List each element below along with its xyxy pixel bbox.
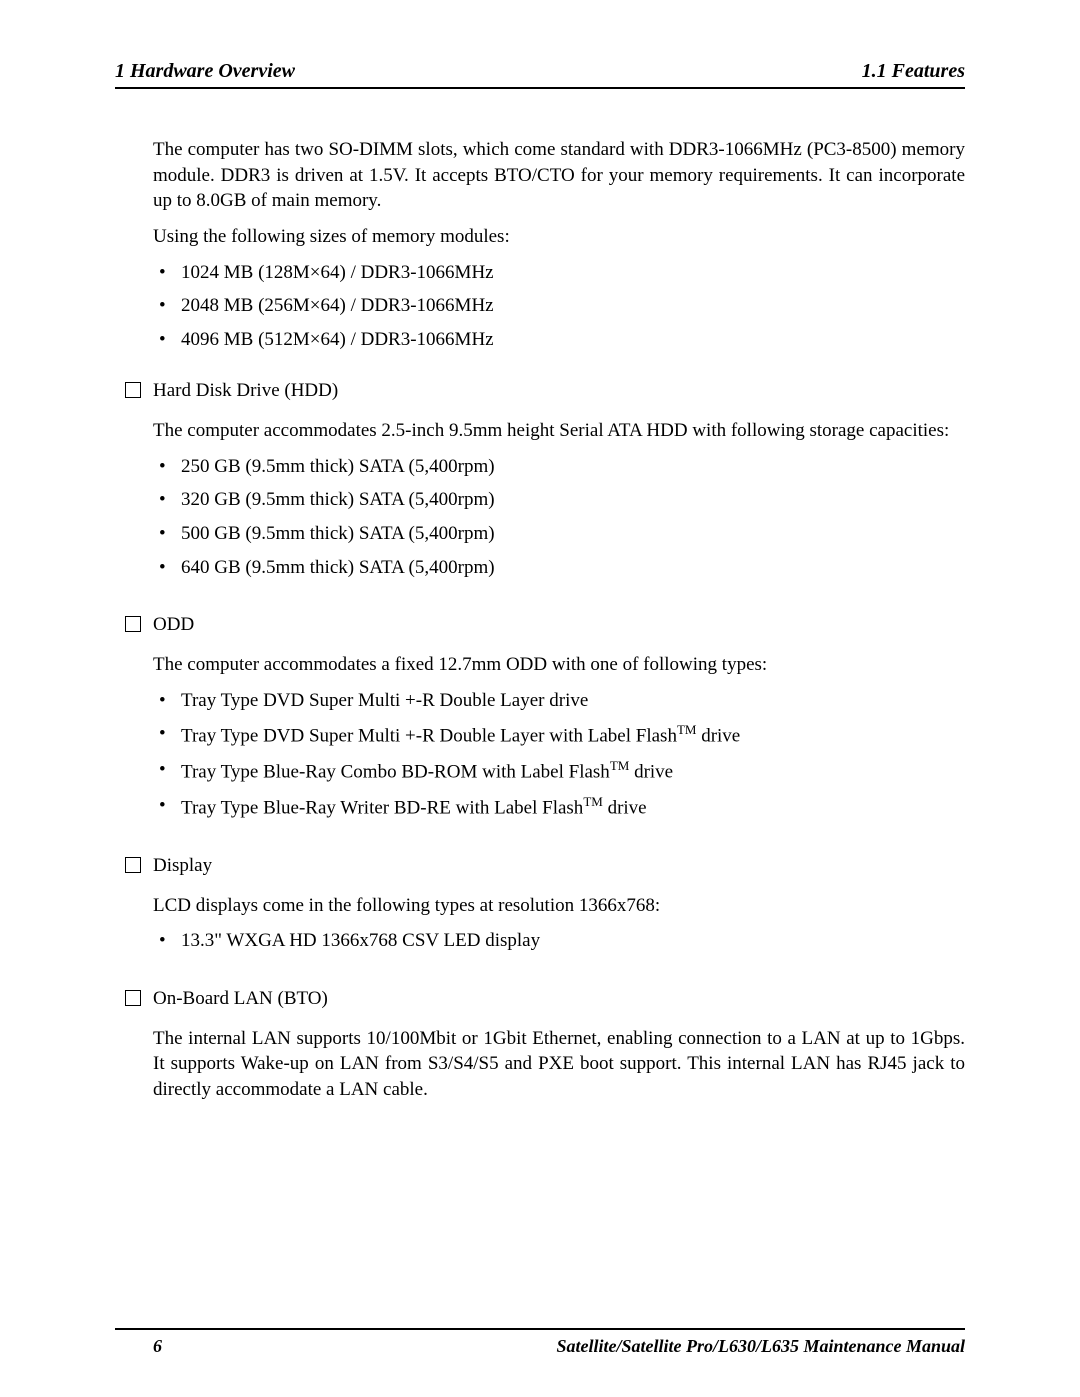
section-title: ODD <box>125 612 965 638</box>
list-item: Tray Type Blue-Ray Writer BD-RE with Lab… <box>153 793 965 821</box>
list-item: 640 GB (9.5mm thick) SATA (5,400rpm) <box>153 555 965 581</box>
section-bullet-list: 250 GB (9.5mm thick) SATA (5,400rpm) 320 … <box>153 454 965 581</box>
sections-container: Hard Disk Drive (HDD)The computer accomm… <box>153 378 965 1102</box>
list-item: 320 GB (9.5mm thick) SATA (5,400rpm) <box>153 487 965 513</box>
section-description: LCD displays come in the following types… <box>153 893 965 919</box>
list-item: Tray Type DVD Super Multi +-R Double Lay… <box>153 688 965 714</box>
section-title: Display <box>125 853 965 879</box>
page-footer: 6 Satellite/Satellite Pro/L630/L635 Main… <box>115 1328 965 1357</box>
header-left: 1 Hardware Overview <box>115 60 295 83</box>
list-item: Tray Type DVD Super Multi +-R Double Lay… <box>153 721 965 749</box>
section-title: Hard Disk Drive (HDD) <box>125 378 965 404</box>
list-item: Tray Type Blue-Ray Combo BD-ROM with Lab… <box>153 757 965 785</box>
intro-bullet-list: 1024 MB (128M×64) / DDR3-1066MHz 2048 MB … <box>153 260 965 353</box>
section-bullet-list: 13.3" WXGA HD 1366x768 CSV LED display <box>153 928 965 954</box>
section-description: The computer accommodates a fixed 12.7mm… <box>153 652 965 678</box>
section-bullet-list: Tray Type DVD Super Multi +-R Double Lay… <box>153 688 965 822</box>
list-item: 13.3" WXGA HD 1366x768 CSV LED display <box>153 928 965 954</box>
list-item: 500 GB (9.5mm thick) SATA (5,400rpm) <box>153 521 965 547</box>
page-content: The computer has two SO-DIMM slots, whic… <box>115 137 965 1103</box>
section-block: On-Board LAN (BTO)The internal LAN suppo… <box>153 986 965 1103</box>
list-item: 1024 MB (128M×64) / DDR3-1066MHz <box>153 260 965 286</box>
intro-block: The computer has two SO-DIMM slots, whic… <box>153 137 965 352</box>
page-header: 1 Hardware Overview 1.1 Features <box>115 60 965 89</box>
section-block: DisplayLCD displays come in the followin… <box>153 853 965 954</box>
list-item: 250 GB (9.5mm thick) SATA (5,400rpm) <box>153 454 965 480</box>
section-title: On-Board LAN (BTO) <box>125 986 965 1012</box>
section-description: The computer accommodates 2.5-inch 9.5mm… <box>153 418 965 444</box>
intro-paragraph-2: Using the following sizes of memory modu… <box>153 224 965 250</box>
section-description: The internal LAN supports 10/100Mbit or … <box>153 1026 965 1103</box>
intro-paragraph-1: The computer has two SO-DIMM slots, whic… <box>153 137 965 214</box>
header-right: 1.1 Features <box>862 60 965 83</box>
footer-text: Satellite/Satellite Pro/L630/L635 Mainte… <box>162 1336 965 1357</box>
section-block: ODDThe computer accommodates a fixed 12.… <box>153 612 965 821</box>
list-item: 4096 MB (512M×64) / DDR3-1066MHz <box>153 327 965 353</box>
footer-page-number: 6 <box>115 1336 162 1357</box>
list-item: 2048 MB (256M×64) / DDR3-1066MHz <box>153 293 965 319</box>
section-block: Hard Disk Drive (HDD)The computer accomm… <box>153 378 965 580</box>
